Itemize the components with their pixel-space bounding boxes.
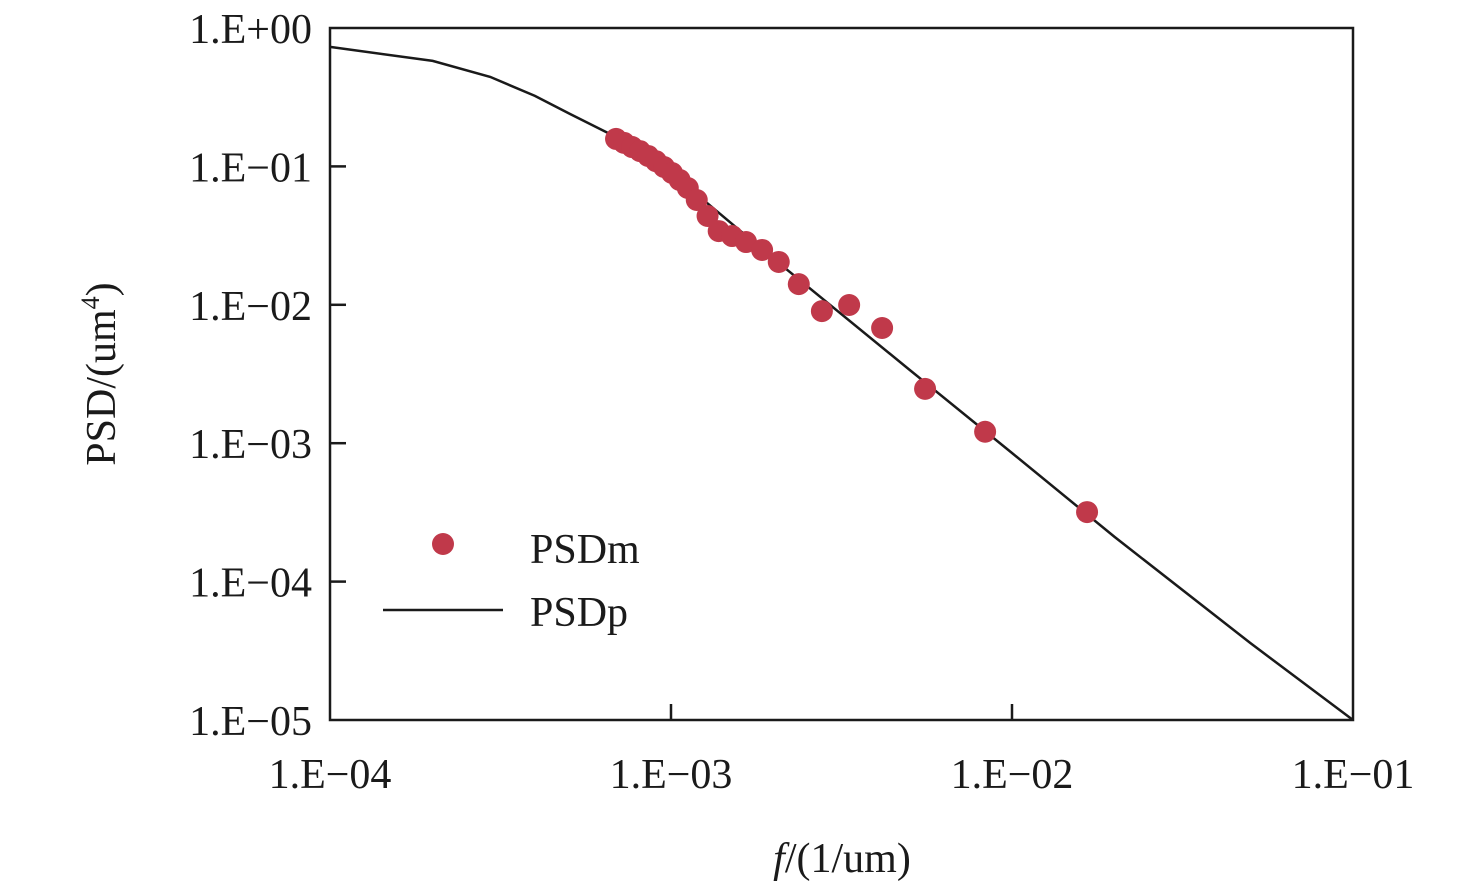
legend-psdm-marker — [432, 533, 454, 555]
psdm-point — [871, 316, 894, 339]
x-tick-label: 1.E−04 — [269, 752, 392, 798]
psdm-point — [838, 293, 861, 316]
y-tick-label: 1.E−03 — [189, 422, 312, 468]
axis-ticks — [330, 165, 1014, 720]
plot-frame — [328, 26, 1355, 722]
y-tick-label: 1.E−02 — [189, 284, 312, 330]
y-tick-label: 1.E+00 — [189, 7, 312, 53]
psdm-point — [696, 205, 719, 228]
x-tick-label: 1.E−01 — [1292, 752, 1415, 798]
y-axis-label: PSD/(um4) — [76, 282, 125, 465]
psdm-point — [767, 250, 790, 273]
legend-psdp-label: PSDp — [530, 590, 628, 636]
legend-psdm-label: PSDm — [530, 527, 640, 573]
y-tick-label: 1.E−05 — [189, 699, 312, 745]
psdm-point — [974, 420, 997, 443]
psdp-line — [329, 45, 1354, 722]
psdm-point — [810, 300, 833, 323]
psdm-point — [787, 273, 810, 296]
x-tick-label: 1.E−02 — [951, 752, 1074, 798]
y-tick-labels: 1.E+00 1.E−01 1.E−02 1.E−03 1.E−04 1.E−05 — [189, 7, 312, 745]
y-tick-label: 1.E−01 — [189, 145, 312, 191]
y-tick-label: 1.E−04 — [189, 561, 312, 607]
psdm-point — [1076, 501, 1099, 524]
x-axis-label: f/(1/um) — [773, 836, 911, 882]
psdp-line-layer — [329, 45, 1354, 722]
psdm-point — [751, 238, 774, 261]
psdm-point — [914, 377, 937, 400]
psdm-points-layer — [605, 127, 1099, 524]
x-tick-labels: 1.E−04 1.E−03 1.E−02 1.E−01 — [269, 752, 1415, 798]
legend: PSDm PSDp — [383, 527, 640, 636]
psdm-point — [685, 188, 708, 211]
x-tick-label: 1.E−03 — [610, 752, 733, 798]
